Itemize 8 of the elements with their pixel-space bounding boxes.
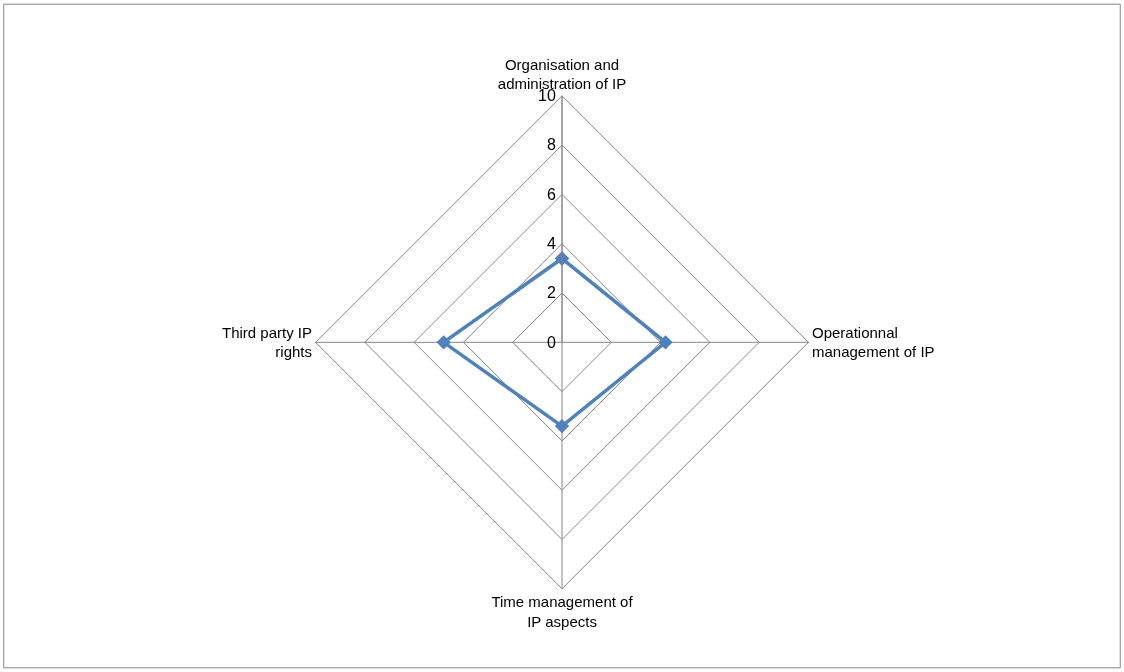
y-tick-label: 2 [546,284,556,302]
spoke-label: Third party IP rights [221,323,313,361]
y-tick-label: 8 [546,136,556,154]
spoke-label: Operationnal management of IP [811,323,935,361]
y-tick-label: 0 [546,333,556,351]
spoke-label: Time management of IP aspects [491,593,634,630]
y-tick-label: 6 [546,185,556,203]
y-tick-label: 4 [546,234,556,252]
